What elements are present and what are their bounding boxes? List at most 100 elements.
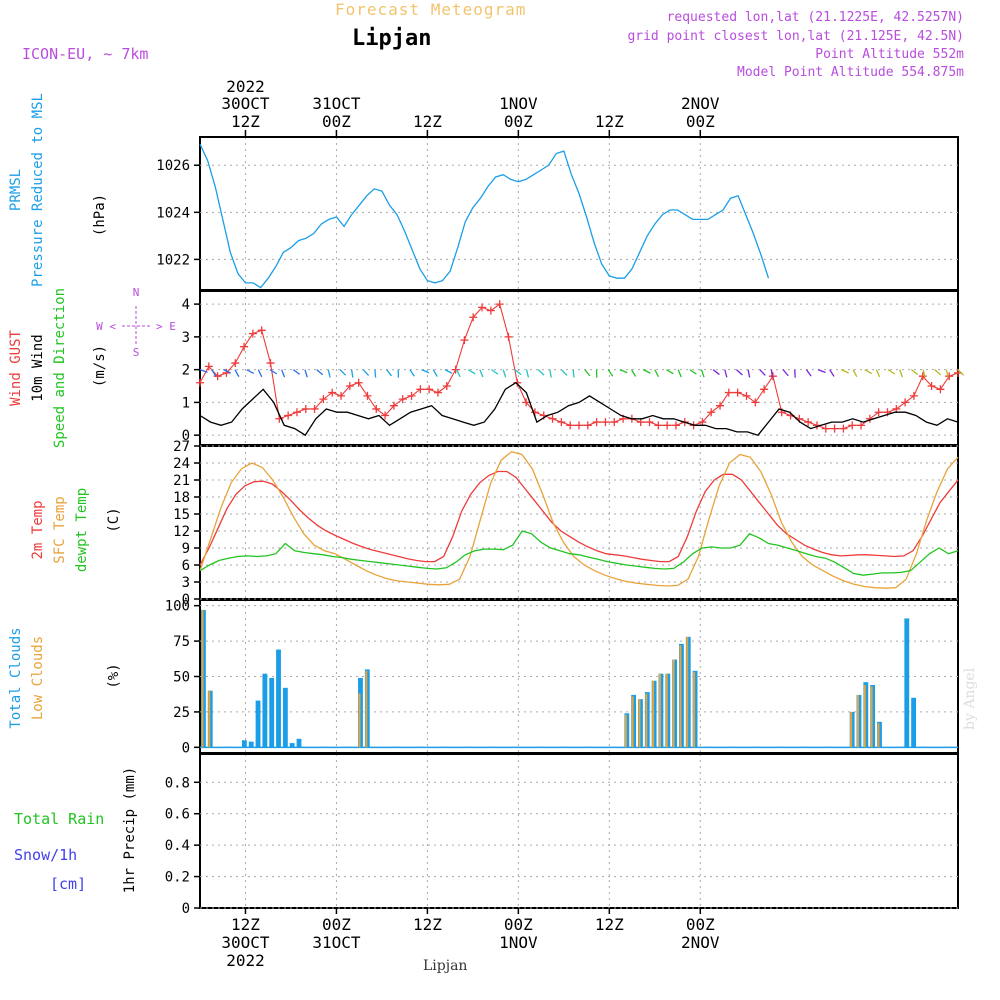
- gust-marker: [433, 388, 442, 397]
- wind-direction-arrow: [432, 369, 438, 377]
- gust-marker: [301, 404, 310, 413]
- wind-direction-arrow: [223, 369, 231, 374]
- wind-direction-arrow: [677, 369, 682, 378]
- wind-direction-arrow: [491, 369, 499, 375]
- gust-marker: [513, 378, 522, 387]
- gust-marker: [768, 372, 777, 381]
- gust-marker: [425, 385, 434, 394]
- wind-direction-arrow: [607, 369, 614, 377]
- top-time-label: 31OCT: [312, 94, 361, 113]
- bottom-time-label: 1NOV: [499, 933, 538, 952]
- bottom-time-label: 00Z: [504, 915, 533, 934]
- wind-direction-arrow: [735, 369, 743, 376]
- wind-direction-arrow: [712, 369, 720, 376]
- rain-label: Total Rain: [14, 810, 104, 828]
- wind-axis-label: 10m Wind: [30, 334, 46, 401]
- wind-direction-arrow: [700, 369, 705, 378]
- bottom-time-label: 2022: [226, 951, 265, 970]
- wind-direction-arrow: [269, 369, 278, 375]
- top-time-label: 00Z: [504, 112, 533, 131]
- gust-marker: [733, 388, 742, 397]
- cloud-axis-label: Total Clouds: [8, 627, 24, 728]
- y-tick-label: 0.2: [165, 870, 190, 886]
- temperature-axis-label: 2m Temp: [30, 500, 46, 559]
- gust-marker: [310, 404, 319, 413]
- gust-marker: [821, 424, 830, 433]
- model-point-altitude: Model Point Altitude 554.875m: [737, 65, 964, 80]
- total-cloud-bar: [644, 692, 650, 748]
- total-cloud-bar: [282, 687, 288, 748]
- precip-unit-label: 1hr Precip (mm): [122, 767, 138, 893]
- point-altitude: Point Altitude 552m: [815, 47, 964, 62]
- total-cloud-bar: [269, 677, 275, 748]
- gust-marker: [548, 414, 557, 423]
- low-cloud-bar: [863, 685, 866, 748]
- total-cloud-bar: [262, 673, 268, 748]
- bottom-time-label: 12Z: [413, 915, 442, 934]
- total-cloud-bar: [248, 741, 254, 748]
- y-tick-label: 1: [182, 395, 190, 411]
- compass-west-label: W <: [96, 320, 116, 333]
- gust-marker: [645, 418, 654, 427]
- y-tick-label: 0.4: [165, 838, 190, 854]
- wind-direction-arrow: [199, 369, 208, 373]
- gust-marker: [760, 385, 769, 394]
- low-cloud-bar: [624, 714, 627, 748]
- low-cloud-bar: [877, 723, 880, 748]
- y-tick-label: 15: [173, 507, 190, 523]
- cloud-axis-label: Low Clouds: [30, 636, 46, 720]
- y-tick-label: 24: [173, 456, 190, 472]
- wind-direction-arrow: [782, 369, 789, 377]
- y-tick-label: 0.8: [165, 775, 190, 791]
- total-cloud-bar: [911, 697, 917, 748]
- y-tick-label: 1022: [156, 252, 190, 268]
- y-tick-label: 9: [182, 541, 190, 557]
- pressure-axis-label: PRMSL: [8, 169, 24, 211]
- top-time-label: 2NOV: [681, 94, 720, 113]
- total-cloud-bar: [255, 700, 261, 748]
- wind-direction-arrow: [409, 369, 415, 377]
- wind-direction-arrow: [945, 369, 949, 378]
- low-cloud-bar: [850, 711, 853, 748]
- wind-direction-arrow: [421, 369, 430, 374]
- low-cloud-bar: [638, 699, 641, 748]
- bottom-time-label: 12Z: [595, 915, 624, 934]
- top-time-label: 12Z: [595, 112, 624, 131]
- bottom-time-label: 12Z: [231, 915, 260, 934]
- wind-direction-arrow: [642, 369, 651, 374]
- wind-direction-arrow: [234, 369, 240, 377]
- gust-marker: [654, 421, 663, 430]
- total-cloud-bar: [276, 649, 281, 748]
- gust-marker: [486, 306, 495, 315]
- wind-direction-arrow: [899, 369, 904, 378]
- low-cloud-bar: [365, 670, 368, 748]
- wind-axis-label: Speed and Direction: [52, 288, 68, 448]
- wind-direction-arrow: [537, 369, 545, 376]
- gust-marker: [337, 391, 346, 400]
- gridpoint-coordinates: grid point closest lon,lat (21.125E, 42.…: [627, 29, 964, 44]
- cloud-unit-label: (%): [106, 663, 122, 688]
- gust-marker: [707, 408, 716, 417]
- gust-marker: [909, 391, 918, 400]
- gust-marker: [901, 398, 910, 407]
- gust-marker: [240, 342, 249, 351]
- wind-direction-arrow: [572, 369, 575, 378]
- y-tick-label: 1026: [156, 158, 190, 174]
- compass-north-label: N: [133, 286, 140, 299]
- y-tick-label: 4: [182, 297, 190, 313]
- gust-marker: [751, 398, 760, 407]
- gust-marker: [248, 329, 257, 338]
- gust-marker: [451, 365, 460, 374]
- wind-direction-arrow: [316, 369, 324, 376]
- wind-direction-arrow: [887, 369, 896, 375]
- snow-unit-label: [cm]: [50, 875, 86, 893]
- wind-direction-arrow: [829, 369, 835, 377]
- y-tick-label: 18: [173, 490, 190, 506]
- wind-direction-arrow: [584, 369, 591, 377]
- wind-direction-arrow: [805, 369, 812, 377]
- gust-marker: [328, 388, 337, 397]
- gust-marker: [592, 418, 601, 427]
- y-tick-label: 0.6: [165, 807, 190, 823]
- total-cloud-bar: [241, 740, 247, 748]
